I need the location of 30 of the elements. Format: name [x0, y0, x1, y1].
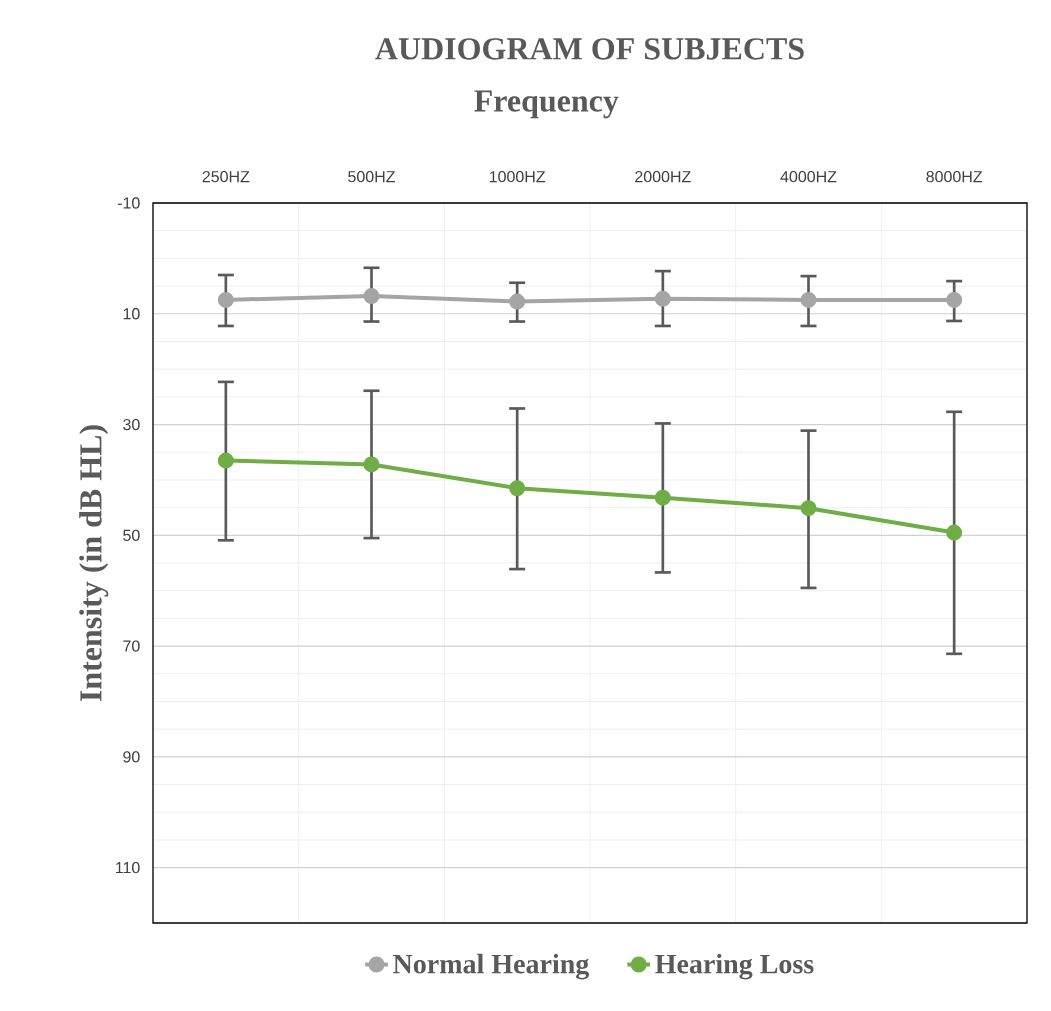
x-tick-label: 8000HZ — [926, 170, 983, 183]
y-tick-label: -10 — [117, 197, 140, 209]
point — [363, 288, 380, 305]
x-tick-label: 4000HZ — [780, 170, 837, 183]
point — [654, 489, 671, 506]
point — [654, 290, 671, 307]
x-tick-label: 500HZ — [348, 170, 395, 183]
y-tick-label: 50 — [123, 529, 140, 541]
point — [217, 452, 234, 469]
legend-label: Hearing Loss — [655, 953, 814, 980]
point — [946, 524, 963, 541]
y-tick-label: 90 — [123, 751, 140, 763]
x-tick-label: 1000HZ — [489, 170, 546, 183]
x-axis-title: Frequency — [474, 90, 619, 119]
x-tick-label: 250HZ — [202, 170, 250, 183]
y-tick-label: 110 — [116, 861, 140, 874]
y-tick-label: 70 — [123, 640, 140, 652]
chart-title: AUDIOGRAM OF SUBJECTS — [375, 38, 804, 60]
y-axis-title: Intensity (in dB HL) — [79, 425, 109, 702]
point — [363, 456, 380, 473]
point — [509, 480, 526, 497]
y-tick-label: 10 — [123, 308, 140, 320]
point — [946, 291, 963, 308]
legend-label: Normal Hearing — [393, 953, 590, 980]
x-tick-label: 2000HZ — [635, 170, 691, 183]
point — [800, 291, 817, 308]
point — [509, 293, 526, 310]
y-tick-label: 30 — [123, 418, 140, 431]
point — [217, 291, 234, 308]
point — [800, 500, 817, 517]
